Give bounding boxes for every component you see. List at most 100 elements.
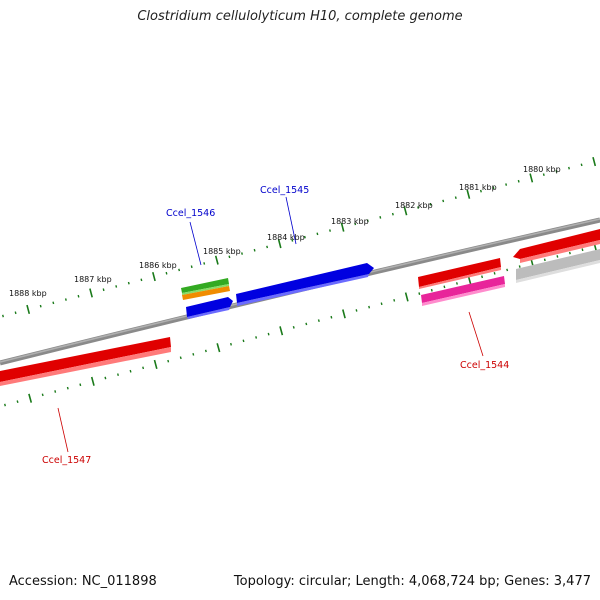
inner-scale-minor-tick <box>430 288 433 292</box>
outer-scale-minor-tick <box>102 288 105 292</box>
inner-scale-minor-tick <box>543 258 546 262</box>
gene-ccel-1545[interactable] <box>236 263 374 306</box>
outer-scale-minor-tick <box>266 245 269 249</box>
scale-label-1885: 1885 kbp <box>203 247 241 256</box>
outer-scale-minor-tick <box>127 281 130 285</box>
inner-scale-major-tick <box>216 343 221 353</box>
inner-scale-minor-tick <box>305 322 308 326</box>
outer-scale-minor-tick <box>190 265 193 269</box>
outer-scale-minor-tick <box>115 285 118 288</box>
inner-scale-minor-tick <box>230 342 232 346</box>
inner-scale-major-tick <box>90 376 95 386</box>
outer-scale-minor-tick <box>329 229 331 232</box>
inner-scale-minor-tick <box>79 383 82 387</box>
outer-scale-major-tick <box>529 173 534 183</box>
scale-label-1886: 1886 kbp <box>139 261 177 270</box>
inner-scale-minor-tick <box>142 366 145 370</box>
outer-scale-minor-tick <box>228 255 231 259</box>
inner-scale-minor-tick <box>117 373 119 376</box>
outer-scale-major-tick <box>152 271 156 282</box>
outer-scale-major-tick <box>277 239 282 249</box>
inner-scale-minor-tick <box>16 400 19 404</box>
gene-ccel-1544[interactable] <box>421 276 505 306</box>
outer-scale-minor-tick <box>14 311 17 315</box>
inner-scale-minor-tick <box>506 268 509 272</box>
outer-scale-track <box>2 156 597 318</box>
outer-scale-minor-tick <box>517 179 520 183</box>
outer-scale-minor-tick <box>178 268 181 272</box>
outer-scale-minor-tick <box>454 196 457 199</box>
leader-ccel-1545 <box>285 196 297 245</box>
inner-scale-minor-tick <box>242 339 245 343</box>
outer-scale-major-tick <box>403 206 408 216</box>
scale-label-1881: 1881 kbp <box>459 183 497 192</box>
label-ccel-1544[interactable]: Ccel_1544 <box>460 360 509 371</box>
inner-scale-track <box>4 241 597 407</box>
gene-ccel-1547[interactable] <box>0 337 171 386</box>
leader-ccel-1544 <box>468 311 484 357</box>
inner-scale-minor-tick <box>167 359 170 363</box>
inner-scale-minor-tick <box>368 305 371 309</box>
inner-scale-minor-tick <box>54 390 57 393</box>
outer-scale-minor-tick <box>2 314 4 318</box>
outer-scale-minor-tick <box>203 262 206 265</box>
inner-scale-minor-tick <box>355 309 358 312</box>
outer-scale-minor-tick <box>241 252 243 255</box>
outer-scale-minor-tick <box>366 219 369 223</box>
scale-label-1883: 1883 kbp <box>331 217 369 226</box>
inner-scale-minor-tick <box>493 272 496 275</box>
outer-scale-minor-tick <box>442 199 445 203</box>
outer-scale-minor-tick <box>580 163 583 167</box>
rna-feature-green[interactable] <box>181 278 229 295</box>
inner-scale-minor-tick <box>179 356 182 360</box>
rna-feature-orange[interactable] <box>182 286 230 300</box>
outer-scale-minor-tick <box>165 271 168 275</box>
gene-grey-right[interactable] <box>516 249 600 283</box>
outer-scale-major-tick <box>26 304 31 315</box>
outer-scale-major-tick <box>340 222 345 232</box>
outer-scale-major-tick <box>466 189 471 199</box>
inner-scale-major-tick <box>404 292 409 302</box>
outer-scale-minor-tick <box>542 173 545 176</box>
scale-label-1888: 1888 kbp <box>9 289 47 298</box>
gene-red-right-1[interactable] <box>418 258 501 289</box>
inner-scale-minor-tick <box>455 282 458 285</box>
label-ccel-1546[interactable]: Ccel_1546 <box>166 208 215 219</box>
inner-scale-minor-tick <box>292 325 295 329</box>
outer-scale-minor-tick <box>492 186 495 190</box>
scale-label-1884: 1884 kbp <box>267 233 305 242</box>
inner-scale-minor-tick <box>443 285 446 289</box>
outer-scale-minor-tick <box>303 235 306 239</box>
inner-scale-minor-tick <box>380 302 383 306</box>
outer-scale-minor-tick <box>417 206 420 209</box>
outer-scale-minor-tick <box>555 170 558 173</box>
inner-scale-minor-tick <box>418 292 421 295</box>
inner-scale-minor-tick <box>192 353 195 356</box>
inner-scale-minor-tick <box>204 349 207 353</box>
accession-text: Accession: NC_011898 <box>9 574 157 589</box>
inner-scale-minor-tick <box>317 319 320 322</box>
leader-ccel-1546 <box>189 221 202 266</box>
label-ccel-1547[interactable]: Ccel_1547 <box>42 455 91 466</box>
outer-scale-minor-tick <box>391 212 394 216</box>
scale-labels: 1888 kbp 1887 kbp 1886 kbp 1885 kbp 1884… <box>9 165 561 298</box>
outer-scale-minor-tick <box>505 183 508 186</box>
outer-scale-minor-tick <box>479 189 482 193</box>
inner-scale-minor-tick <box>556 255 559 258</box>
inner-scale-minor-tick <box>41 393 44 397</box>
scale-label-1887: 1887 kbp <box>74 275 112 284</box>
outer-scale-minor-tick <box>316 232 319 236</box>
label-ccel-1545[interactable]: Ccel_1545 <box>260 185 309 196</box>
inner-scale-minor-tick <box>104 376 107 380</box>
gene-ccel-1546[interactable] <box>186 297 233 319</box>
inner-scale-minor-tick <box>518 265 521 268</box>
inner-scale-major-tick <box>153 359 158 370</box>
inner-scale-minor-tick <box>568 251 571 255</box>
inner-scale-minor-tick <box>481 275 484 279</box>
inner-scale-minor-tick <box>66 386 69 390</box>
gene-red-right-2[interactable] <box>513 229 600 263</box>
scale-label-1880: 1880 kbp <box>523 165 561 174</box>
outer-scale-minor-tick <box>429 202 432 206</box>
